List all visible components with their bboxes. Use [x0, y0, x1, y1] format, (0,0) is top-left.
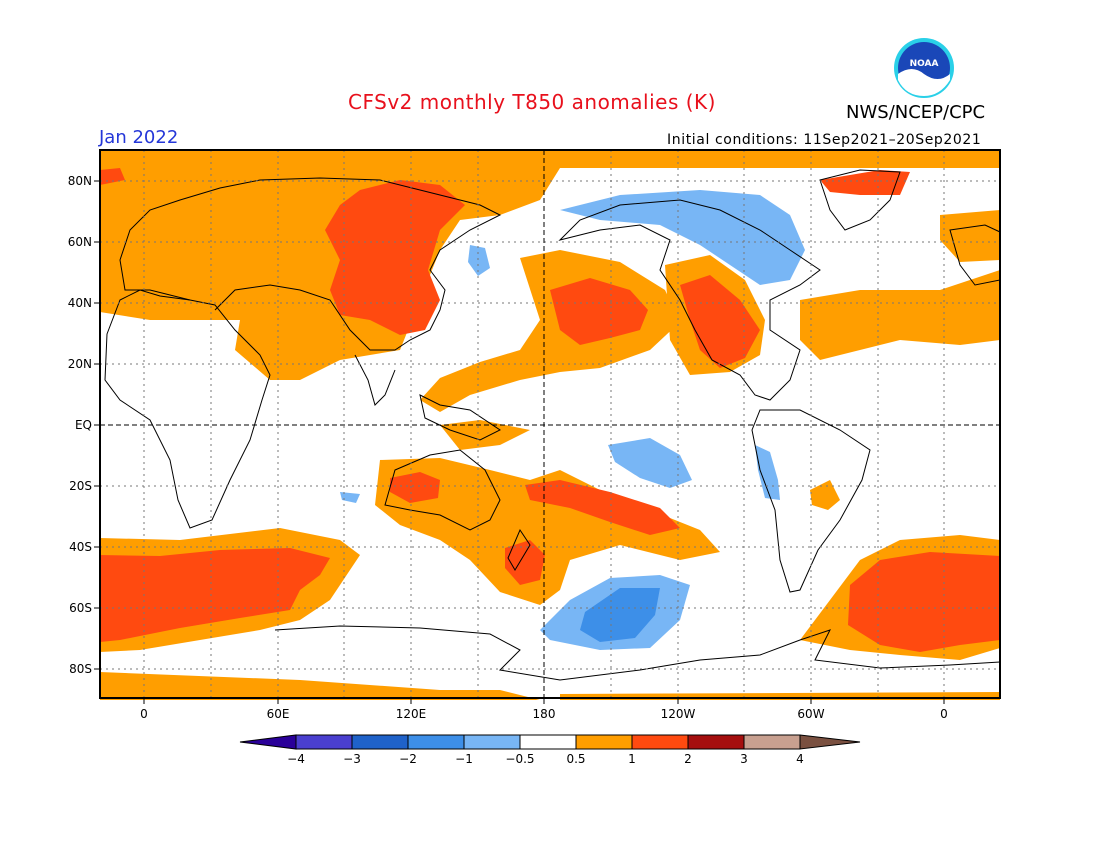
lon-label: 60W [797, 707, 824, 721]
lat-label: 80S [69, 662, 92, 676]
lon-label: 120W [661, 707, 696, 721]
colorbar-label: 1 [628, 752, 636, 766]
reference-lines [100, 150, 1000, 698]
lat-label: EQ [75, 418, 92, 432]
colorbar-segment [519, 734, 577, 750]
colorbar-segment [799, 734, 861, 750]
colorbar [239, 734, 861, 750]
colorbar-segment [575, 734, 633, 750]
longitude-labels: 0 60E 120E 180 120W 60W 0 [140, 707, 948, 721]
colorbar-label: −3 [343, 752, 361, 766]
lat-label: 20S [69, 479, 92, 493]
colorbar-label: −1 [455, 752, 473, 766]
lat-label: 40S [69, 540, 92, 554]
lon-label: 0 [140, 707, 148, 721]
lon-label: 180 [533, 707, 556, 721]
colorbar-segment [631, 734, 689, 750]
colorbar-segment [687, 734, 745, 750]
lat-label: 80N [68, 174, 92, 188]
colorbar-segment [239, 734, 297, 750]
lat-label: 60N [68, 235, 92, 249]
lon-label: 0 [940, 707, 948, 721]
colorbar-label: −4 [287, 752, 305, 766]
colorbar-label: 0.5 [566, 752, 585, 766]
cool-anomaly-1-2 [580, 588, 660, 642]
anomaly-field [100, 150, 1000, 700]
grid-lines [100, 150, 1000, 698]
colorbar-label: −0.5 [505, 752, 534, 766]
latitude-labels: 80N 60N 40N 20N EQ 20S 40S 60S 80S [68, 174, 92, 676]
coastlines [104, 169, 1001, 681]
initial-conditions: Initial conditions: 11Sep2021–20Sep2021 [667, 132, 982, 148]
map-title: CFSv2 monthly T850 anomalies (K) [348, 90, 716, 114]
colorbar-segment [351, 734, 409, 750]
lat-label: 60S [69, 601, 92, 615]
lon-label: 120E [396, 707, 427, 721]
colorbar-label: 4 [796, 752, 804, 766]
noaa-logo: NOAA [894, 38, 954, 98]
colorbar-segment [743, 734, 801, 750]
tick-marks [94, 180, 945, 704]
logo-text: NOAA [910, 59, 939, 69]
lon-label: 60E [267, 707, 290, 721]
lat-label: 40N [68, 296, 92, 310]
colorbar-segment [407, 734, 465, 750]
map-frame [99, 149, 1001, 699]
colorbar-label: −2 [399, 752, 417, 766]
colorbar-segment [295, 734, 353, 750]
colorbar-label: 2 [684, 752, 692, 766]
forecast-month: Jan 2022 [99, 127, 179, 148]
colorbar-label: 3 [740, 752, 748, 766]
colorbar-labels: −4 −3 −2 −1 −0.5 0.5 1 2 3 4 [287, 752, 804, 766]
warm-anomaly-1-2 [100, 168, 1000, 652]
agency-label: NWS/NCEP/CPC [846, 102, 986, 123]
colorbar-segment [463, 734, 521, 750]
lat-label: 20N [68, 357, 92, 371]
